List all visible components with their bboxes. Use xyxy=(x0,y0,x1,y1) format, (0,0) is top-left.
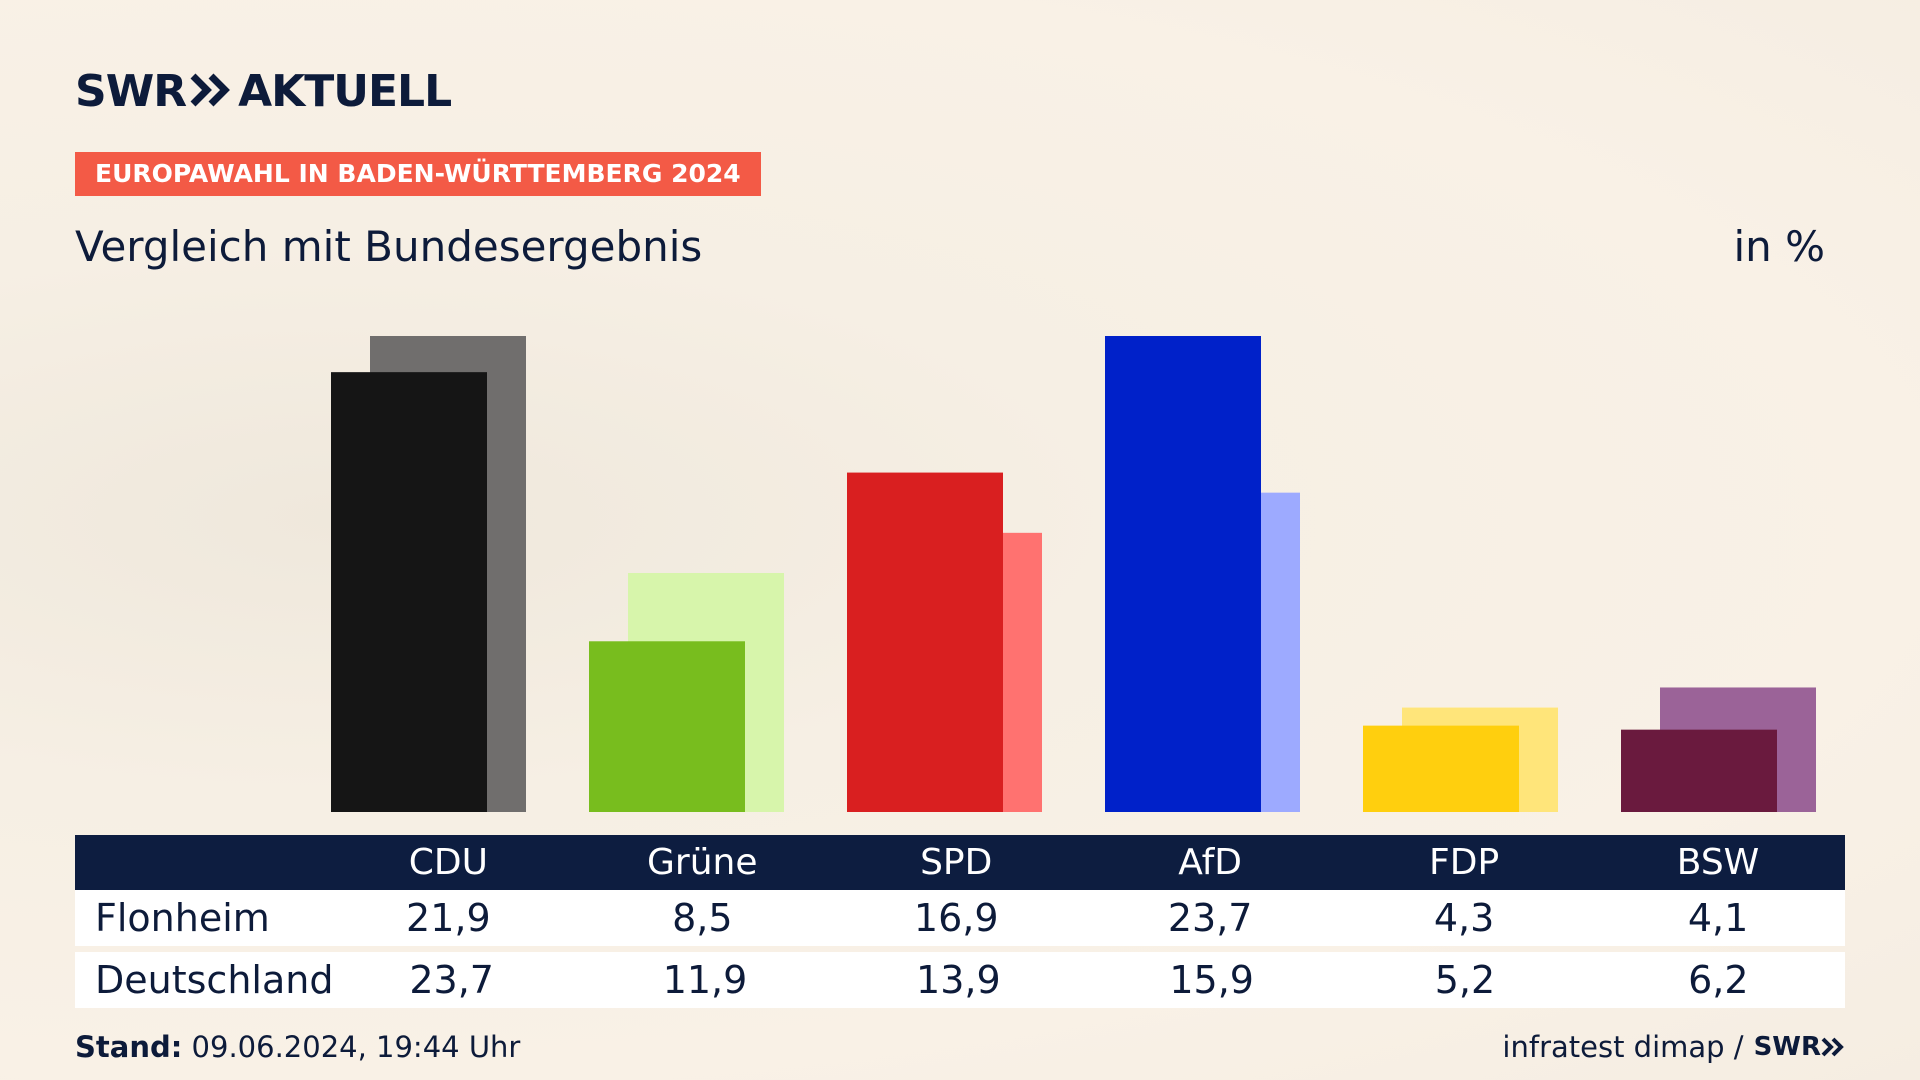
footer-chevron-icon xyxy=(1821,1037,1844,1057)
table-row-flonheim: Flonheim 21,9 8,5 16,9 23,7 4,3 4,1 xyxy=(75,890,1845,946)
unit-label: in % xyxy=(1733,222,1825,271)
bar-flonheim-afd xyxy=(1105,336,1261,812)
column-header-cdu: CDU xyxy=(408,842,488,883)
timestamp: Stand: 09.06.2024, 19:44 Uhr xyxy=(75,1030,520,1064)
value-deutschland-cdu: 23,7 xyxy=(409,958,494,1002)
value-deutschland-afd: 15,9 xyxy=(1169,958,1254,1002)
column-header-spd: SPD xyxy=(920,842,993,883)
value-deutschland-bsw: 6,2 xyxy=(1688,958,1749,1002)
stand-value: 09.06.2024, 19:44 Uhr xyxy=(191,1030,521,1064)
value-flonheim-spd: 16,9 xyxy=(913,896,999,940)
bar-flonheim-fdp xyxy=(1363,725,1519,812)
value-deutschland-gr-ne: 11,9 xyxy=(662,958,748,1002)
column-header-fdp: FDP xyxy=(1429,842,1500,883)
swr-footer-logo: SWR xyxy=(1754,1032,1845,1062)
stand-label: Stand: xyxy=(75,1030,183,1064)
value-flonheim-gr-ne: 8,5 xyxy=(672,896,733,940)
row-label-deutschland: Deutschland xyxy=(95,958,334,1002)
source-credit: infratest dimap / SWR xyxy=(1502,1030,1845,1064)
table-header: CDU Grüne SPD AfD FDP BSW xyxy=(75,835,1845,890)
table-row-deutschland: Deutschland 23,7 11,9 13,9 15,9 5,2 6,2 xyxy=(75,952,1845,1008)
value-flonheim-bsw: 4,1 xyxy=(1687,896,1749,940)
value-deutschland-fdp: 5,2 xyxy=(1434,958,1496,1002)
bar-flonheim-bsw xyxy=(1621,729,1777,812)
row-label-flonheim: Flonheim xyxy=(95,896,270,940)
bar-flonheim-cdu xyxy=(331,372,487,812)
bar-flonheim-gr-ne xyxy=(589,641,745,812)
value-flonheim-afd: 23,7 xyxy=(1167,896,1253,940)
results-table: CDU Grüne SPD AfD FDP BSW Flonheim 21,9 8,5 16,… xyxy=(75,835,1845,1008)
value-deutschland-spd: 13,9 xyxy=(916,958,1001,1002)
chart-subtitle: Vergleich mit Bundesergebnis xyxy=(75,222,703,271)
column-header-afd: AfD xyxy=(1178,842,1243,883)
column-header-bsw: BSW xyxy=(1676,842,1760,883)
value-flonheim-cdu: 21,9 xyxy=(406,896,491,940)
logo-swr-text: SWR xyxy=(75,66,187,117)
column-header-gr-ne: Grüne xyxy=(647,842,758,883)
source-text: infratest dimap / xyxy=(1502,1030,1744,1064)
logo-aktuell-text: AKTUELL xyxy=(238,66,452,117)
bar-chart xyxy=(331,336,1816,812)
value-flonheim-fdp: 4,3 xyxy=(1433,896,1495,940)
double-chevron-icon xyxy=(190,73,231,111)
swr-aktuell-logo: SWR AKTUELL xyxy=(75,66,452,117)
bar-flonheim-spd xyxy=(847,472,1003,812)
election-ribbon: EUROPAWAHL IN BADEN-WÜRTTEMBERG 2024 xyxy=(75,152,761,196)
footer-logo-text: SWR xyxy=(1753,1032,1821,1062)
